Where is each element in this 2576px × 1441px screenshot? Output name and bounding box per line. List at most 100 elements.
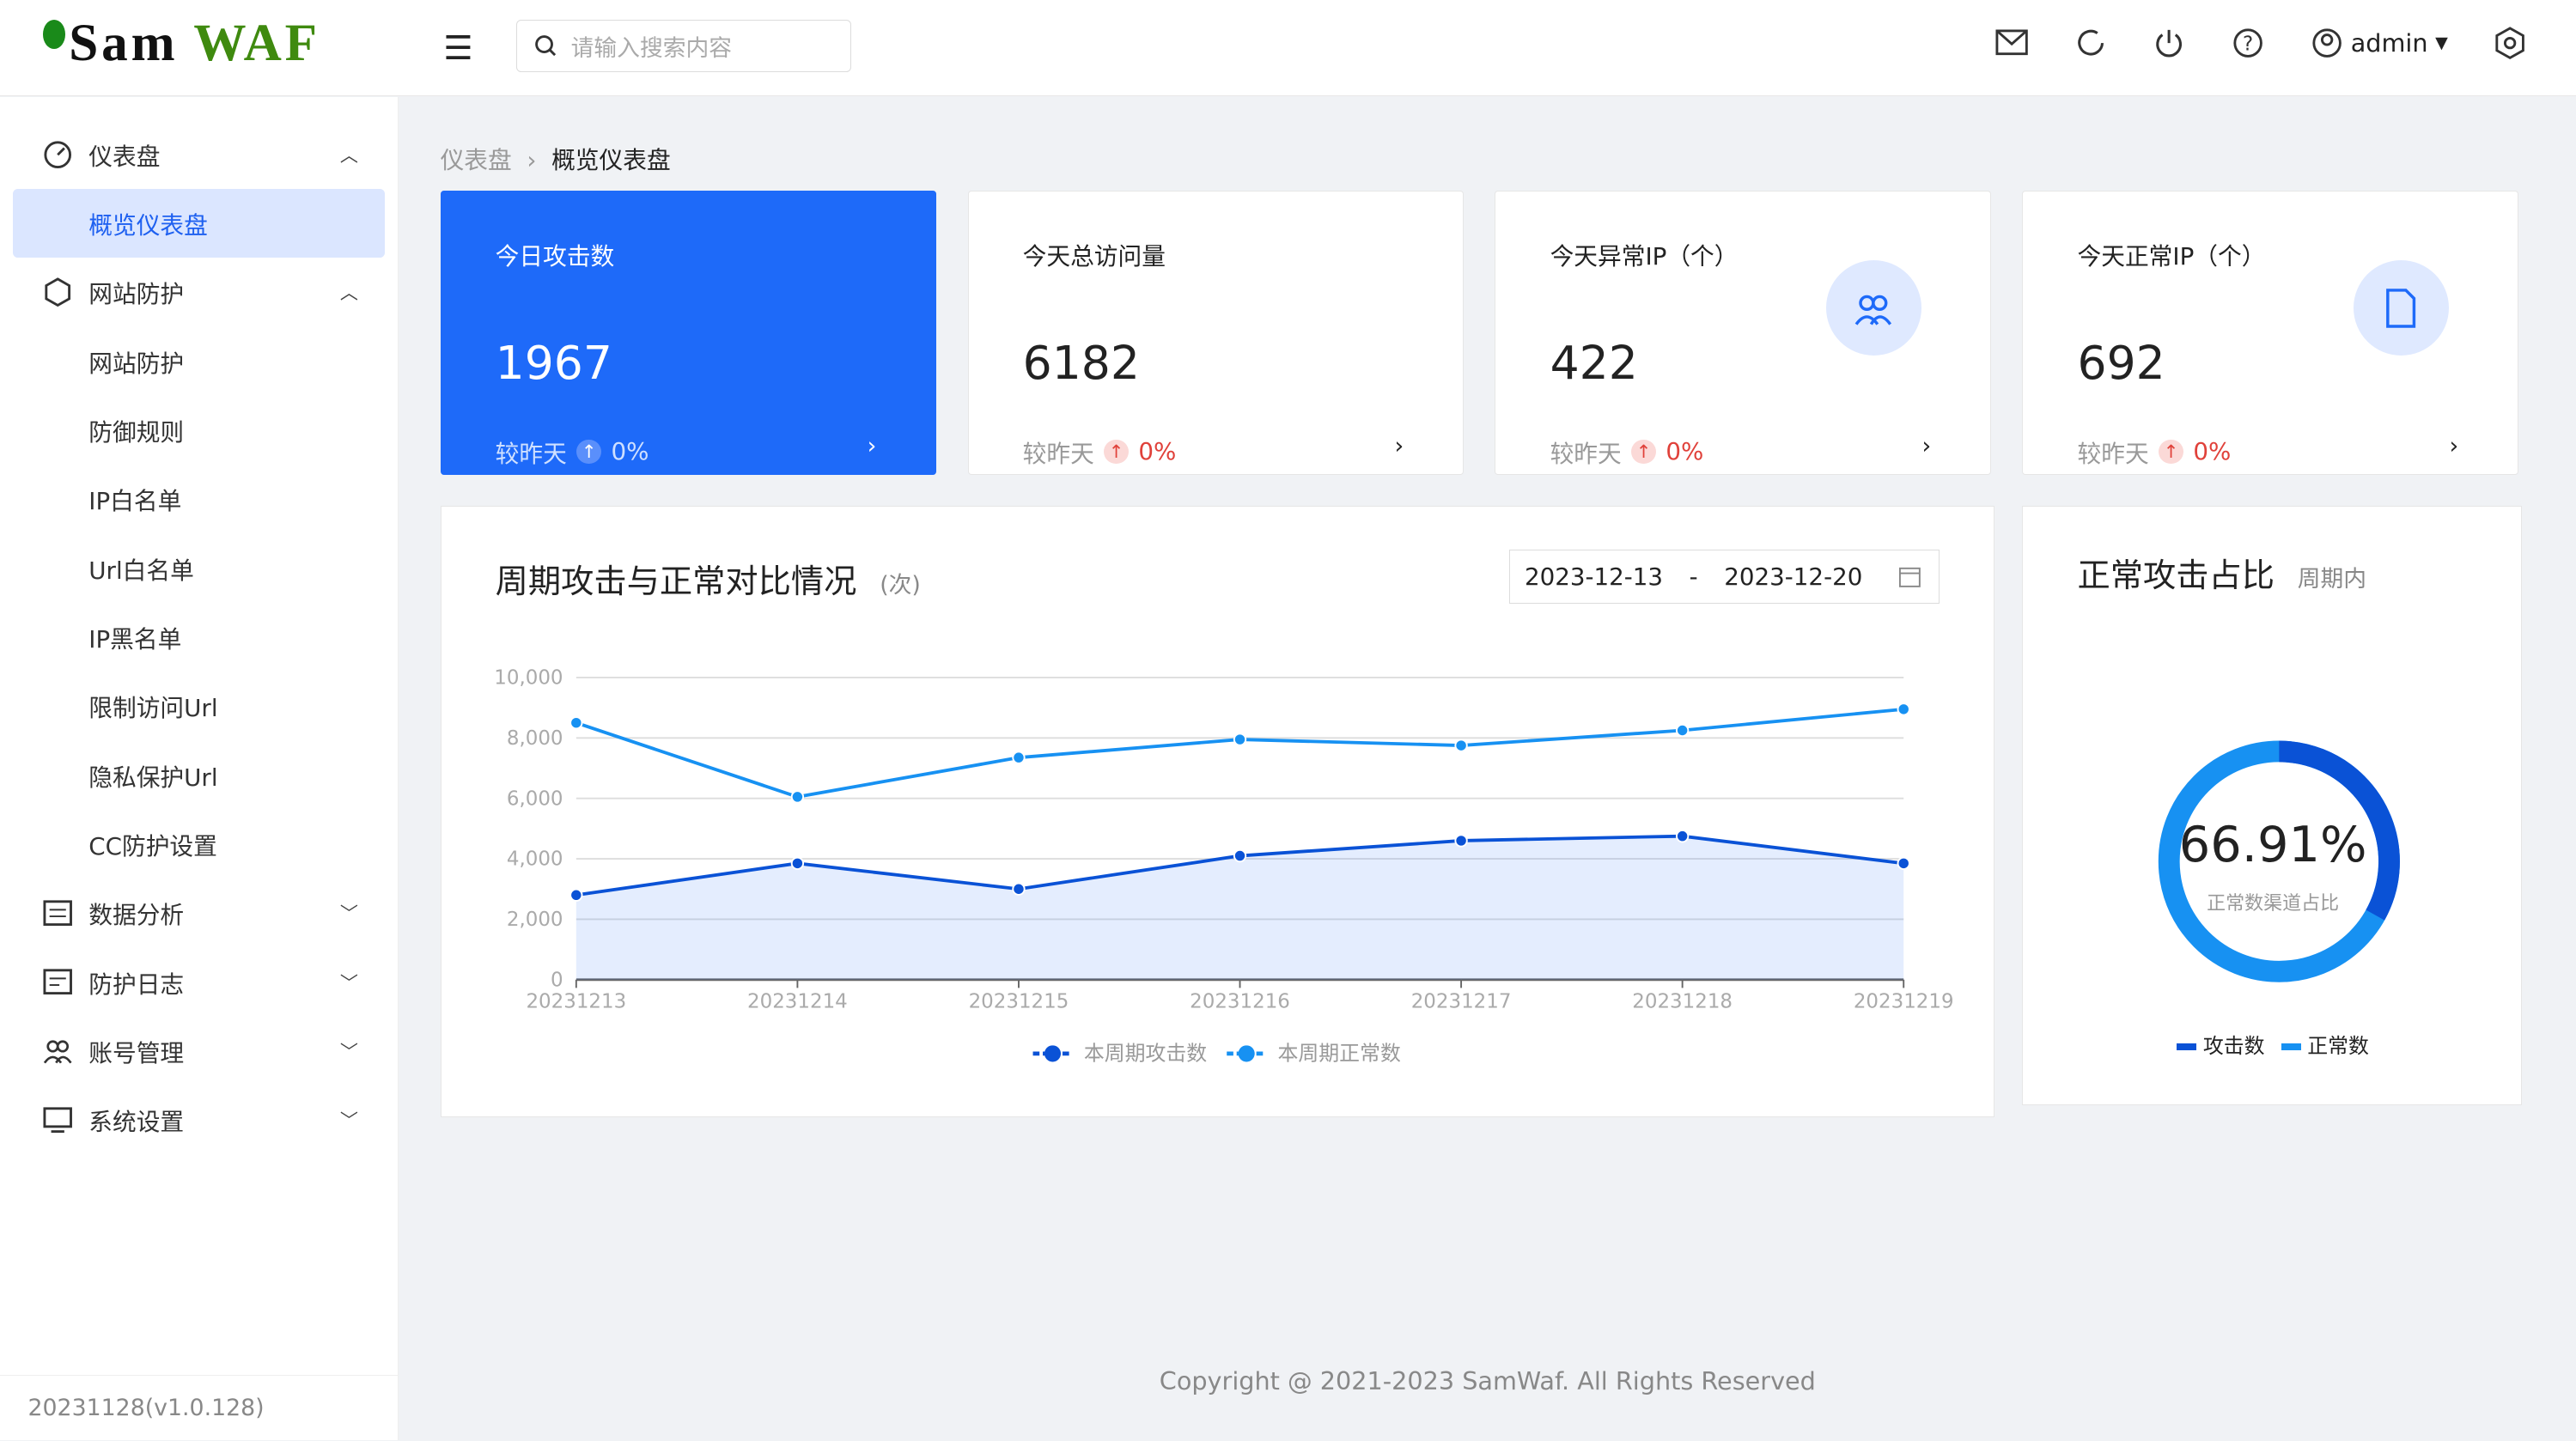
chevron-down-icon: ﹀ [339,1041,358,1063]
y-tick-label: 0 [551,970,563,992]
data-point[interactable] [569,888,583,903]
data-point[interactable] [1011,751,1026,764]
ratio-value: 66.91% [2178,815,2367,873]
chevron-right-icon[interactable]: › [1394,433,1404,459]
data-point[interactable] [790,790,804,804]
power-icon[interactable] [2153,27,2185,59]
card-title: 今天正常IP（个） [2077,242,2266,271]
data-point[interactable] [1011,882,1026,896]
stat-card[interactable]: 今天异常IP（个） 422 较昨天 ↑ 0% › [1495,190,1992,475]
user-menu[interactable]: admin ▼ [2311,27,2448,59]
breadcrumb-current: 概览仪表盘 [551,146,671,175]
chevron-down-icon: ▼ [2435,33,2448,53]
card-pct: 0% [611,437,649,466]
breadcrumb: 仪表盘 › 概览仪表盘 [440,146,671,175]
stat-card[interactable]: 今日攻击数 1967 较昨天 ↑ 0% › [440,190,937,475]
sidebar-item[interactable]: Url白名单 [0,534,398,603]
sidebar-item-label: 防御规则 [88,418,185,447]
data-point[interactable] [1233,848,1246,863]
refresh-icon[interactable] [2074,27,2107,59]
legend-normal[interactable]: 正常数 [2281,1029,2369,1059]
x-tick-label: 20231218 [1632,990,1733,1012]
ratio-panel: 正常攻击占比 周期内 66.91% 正常数渠道占比 攻击数 正常数 [2022,506,2522,1106]
sidebar-item[interactable]: CC防护设置 [0,810,398,879]
users-icon [1825,260,1921,356]
sidebar-item-label: 网站防护 [88,280,185,309]
help-icon[interactable]: ? [2232,27,2264,59]
arrow-up-icon: ↑ [576,439,601,465]
sidebar-item[interactable]: 数据分析 ﹀ [0,879,398,947]
donut-attack[interactable] [2159,740,2401,982]
sidebar-item[interactable]: 防御规则 [0,396,398,465]
logo[interactable]: Sam WAF [42,13,320,74]
card-pct: 0% [1666,437,1704,466]
chevron-right-icon[interactable]: › [867,433,877,459]
chevron-right-icon[interactable]: › [2449,433,2459,459]
sidebar-item[interactable]: IP白名单 [0,465,398,533]
svg-text:?: ? [2243,33,2253,55]
ratio-label: 正常数渠道占比 [2207,892,2340,915]
card-title: 今天总访问量 [1022,242,1166,271]
sidebar-item-label: 仪表盘 [88,142,161,171]
stat-card[interactable]: 今天正常IP（个） 692 较昨天 ↑ 0% › [2022,190,2518,475]
sidebar-item[interactable]: 仪表盘 ︿ [0,120,398,189]
sidebar-item-label: 概览仪表盘 [88,211,208,240]
y-tick-label: 4,000 [506,848,563,871]
card-pct: 0% [1138,437,1177,466]
y-tick-label: 8,000 [506,727,563,750]
card-compare: 较昨天 [495,439,567,468]
sidebar-item-label: 数据分析 [88,901,185,930]
stat-card[interactable]: 今天总访问量 6182 较昨天 ↑ 0% › [967,190,1465,475]
trend-unit: (次) [880,572,921,599]
mail-icon[interactable] [1995,29,2028,56]
sidebar-item[interactable]: 账号管理 ﹀ [0,1017,398,1085]
series-area [575,836,1903,980]
data-point[interactable] [790,856,804,871]
ratio-legend: 攻击数 正常数 [2023,1029,2522,1059]
ratio-title: 正常攻击占比 [2077,556,2275,595]
y-tick-label: 6,000 [506,787,563,810]
date-range-picker[interactable]: 2023-12-13-2023-12-20 [1508,549,1940,604]
data-point[interactable] [1233,733,1246,746]
card-compare: 较昨天 [1022,439,1094,468]
data-point[interactable] [1675,723,1689,738]
data-point[interactable] [569,716,583,730]
settings-icon[interactable] [2494,26,2526,59]
data-point[interactable] [1453,739,1468,752]
sidebar-item[interactable]: 网站防护 ︿ [0,258,398,326]
data-point[interactable] [1453,834,1468,848]
legend-attack[interactable]: 攻击数 [2177,1029,2265,1059]
card-compare: 较昨天 [1550,439,1622,468]
card-value: 6182 [1022,336,1140,391]
sidebar-item[interactable]: 限制访问Url [0,672,398,740]
sidebar-item[interactable]: 系统设置 ﹀ [0,1085,398,1154]
card-value: 1967 [495,336,612,391]
yin-yang-icon [42,19,66,50]
menu-toggle-icon[interactable]: ☰ [443,29,473,69]
data-point[interactable] [1897,702,1910,716]
search-input[interactable]: 请输入搜索内容 [515,19,851,73]
legend-label[interactable]: 本周期正常数 [1277,1042,1400,1066]
sidebar-item[interactable]: 隐私保护Url [0,741,398,810]
sidebar-item[interactable]: 防护日志 ﹀ [0,948,398,1017]
top-bar: Sam WAF ☰ 请输入搜索内容 ? admin ▼ [0,0,2576,96]
arrow-up-icon: ↑ [1104,439,1129,465]
data-point[interactable] [1897,856,1910,871]
card-compare: 较昨天 [2077,439,2149,468]
sidebar-item[interactable]: 概览仪表盘 [13,188,385,258]
x-tick-label: 20231219 [1853,990,1953,1012]
breadcrumb-dashboard[interactable]: 仪表盘 [440,146,512,175]
sidebar-item[interactable]: IP黑名单 [0,603,398,672]
sidebar-item-label: Url白名单 [88,556,194,585]
legend-label[interactable]: 本周期攻击数 [1083,1042,1206,1066]
user-icon [2312,27,2342,58]
sidebar-item-label: 限制访问Url [88,694,218,723]
x-tick-label: 20231216 [1190,990,1290,1012]
settings-icon [43,1105,76,1134]
legend-marker [1044,1045,1061,1062]
chevron-right-icon[interactable]: › [1921,433,1932,459]
calendar-icon [1899,567,1921,587]
x-tick-label: 20231217 [1410,990,1511,1012]
sidebar-item[interactable]: 网站防护 [0,327,398,396]
data-point[interactable] [1675,830,1689,843]
